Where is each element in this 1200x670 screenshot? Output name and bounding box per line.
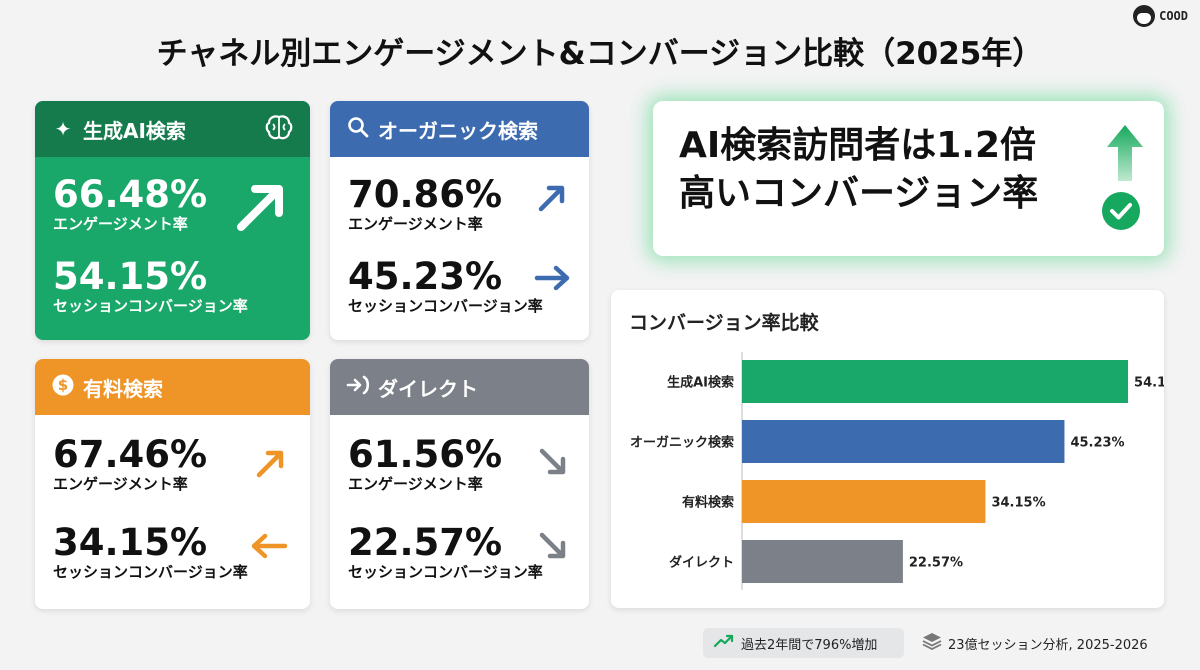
conversion-value: 22.57% bbox=[348, 521, 503, 564]
conversion-chart: コンバージョン率比較 生成AI検索 54.15% オーガニック検索 45.23% 有料検… bbox=[611, 290, 1164, 608]
category-label: オーガニック検索 bbox=[630, 435, 734, 451]
card-paid-search: $ 有料検索 67.46% エンゲージメント率 34.15% セッションコンバー… bbox=[35, 359, 310, 609]
value-label: 54.15% bbox=[1134, 376, 1164, 391]
callout-line-1: AI検索訪問者は1.2倍 bbox=[679, 125, 1037, 166]
callout-highlight: AI検索訪問者は1.2倍 高いコンバージョン率 bbox=[653, 101, 1164, 256]
conversion-metric: 34.15% セッションコンバージョン率 bbox=[53, 521, 248, 582]
value-label: 22.57% bbox=[909, 556, 963, 571]
conversion-label: セッションコンバージョン率 bbox=[53, 297, 248, 315]
layers-icon bbox=[922, 632, 942, 654]
brand-name: COOD bbox=[1159, 9, 1188, 23]
check-circle-icon bbox=[1101, 191, 1141, 235]
avatar-icon bbox=[1133, 5, 1156, 27]
brand-logo: COOD bbox=[1133, 4, 1188, 28]
trend-right-arrow-icon bbox=[534, 263, 572, 297]
value-label: 34.15% bbox=[991, 496, 1045, 511]
page-title: チャネル別エンゲージメント&コンバージョン比較（2025年） bbox=[156, 36, 1044, 72]
up-arrow-icon bbox=[1105, 123, 1145, 183]
engagement-value: 66.48% bbox=[53, 173, 208, 216]
dollar-icon: $ bbox=[51, 373, 75, 402]
category-label: 有料検索 bbox=[682, 495, 734, 511]
bar-2 bbox=[742, 480, 986, 523]
card-title: オーガニック検索 bbox=[378, 118, 538, 143]
bar-1 bbox=[742, 420, 1065, 463]
search-icon bbox=[346, 116, 370, 143]
card-header: オーガニック検索 bbox=[330, 101, 589, 157]
engagement-label: エンゲージメント率 bbox=[348, 215, 483, 233]
category-label: ダイレクト bbox=[669, 555, 734, 571]
card-title: 有料検索 bbox=[83, 376, 163, 401]
card-header: ✦ 生成AI検索 bbox=[35, 101, 310, 157]
card-ai-search: ✦ 生成AI検索 66.48% エンゲージメント率 54.15% セッションコン… bbox=[35, 101, 310, 340]
engagement-label: エンゲージメント率 bbox=[53, 215, 188, 233]
engagement-metric: 67.46% エンゲージメント率 bbox=[53, 433, 208, 494]
card-title: ダイレクト bbox=[378, 376, 478, 401]
engagement-value: 70.86% bbox=[348, 173, 503, 216]
conversion-value: 54.15% bbox=[53, 255, 208, 298]
conversion-label: セッションコンバージョン率 bbox=[348, 297, 543, 315]
trend-up-right-arrow-icon bbox=[253, 445, 289, 485]
trend-up-arrow-icon bbox=[233, 179, 289, 239]
bar-3 bbox=[742, 540, 903, 583]
value-label: 45.23% bbox=[1070, 436, 1124, 451]
engagement-label: エンゲージメント率 bbox=[348, 475, 483, 493]
bar-chart-svg: 生成AI検索 54.15% オーガニック検索 45.23% 有料検索 34.15% ダイレク… bbox=[630, 352, 1164, 590]
trend-up-right-arrow-icon bbox=[535, 181, 569, 219]
card-direct: ダイレクト 61.56% エンゲージメント率 22.57% セッションコンバージ… bbox=[330, 359, 589, 609]
trend-down-right-arrow-icon bbox=[536, 445, 570, 483]
engagement-value: 61.56% bbox=[348, 433, 503, 476]
card-title: 生成AI検索 bbox=[83, 118, 186, 143]
card-header: ダイレクト bbox=[330, 359, 589, 415]
sparkle-icon: ✦ bbox=[54, 117, 72, 141]
trend-down-right-arrow-icon bbox=[536, 529, 570, 567]
source-text: 23億セッション分析, 2025-2026 bbox=[948, 637, 1148, 653]
growth-text: 過去2年間で796%増加 bbox=[741, 637, 878, 653]
engagement-value: 67.46% bbox=[53, 433, 208, 476]
conversion-metric: 54.15% セッションコンバージョン率 bbox=[53, 255, 248, 316]
callout-line-2: 高いコンバージョン率 bbox=[679, 173, 1039, 214]
engagement-metric: 61.56% エンゲージメント率 bbox=[348, 433, 503, 494]
bar-0 bbox=[742, 360, 1129, 403]
trend-left-arrow-icon bbox=[249, 531, 289, 565]
engagement-metric: 66.48% エンゲージメント率 bbox=[53, 173, 208, 234]
growth-badge: 過去2年間で796%増加 bbox=[703, 628, 904, 658]
conversion-metric: 45.23% セッションコンバージョン率 bbox=[348, 255, 543, 316]
engagement-metric: 70.86% エンゲージメント率 bbox=[348, 173, 503, 234]
conversion-label: セッションコンバージョン率 bbox=[348, 563, 543, 581]
card-header: $ 有料検索 bbox=[35, 359, 310, 415]
conversion-metric: 22.57% セッションコンバージョン率 bbox=[348, 521, 543, 582]
brain-icon bbox=[264, 114, 294, 148]
trend-chart-icon bbox=[713, 633, 735, 653]
chart-title: コンバージョン率比較 bbox=[629, 312, 819, 334]
category-label: 生成AI検索 bbox=[667, 375, 734, 391]
svg-text:$: $ bbox=[58, 376, 68, 394]
conversion-label: セッションコンバージョン率 bbox=[53, 563, 248, 581]
conversion-value: 45.23% bbox=[348, 255, 503, 298]
arrow-enter-icon bbox=[346, 374, 370, 401]
conversion-value: 34.15% bbox=[53, 521, 208, 564]
source-note: 23億セッション分析, 2025-2026 bbox=[922, 628, 1148, 658]
engagement-label: エンゲージメント率 bbox=[53, 475, 188, 493]
card-organic-search: オーガニック検索 70.86% エンゲージメント率 45.23% セッションコン… bbox=[330, 101, 589, 340]
